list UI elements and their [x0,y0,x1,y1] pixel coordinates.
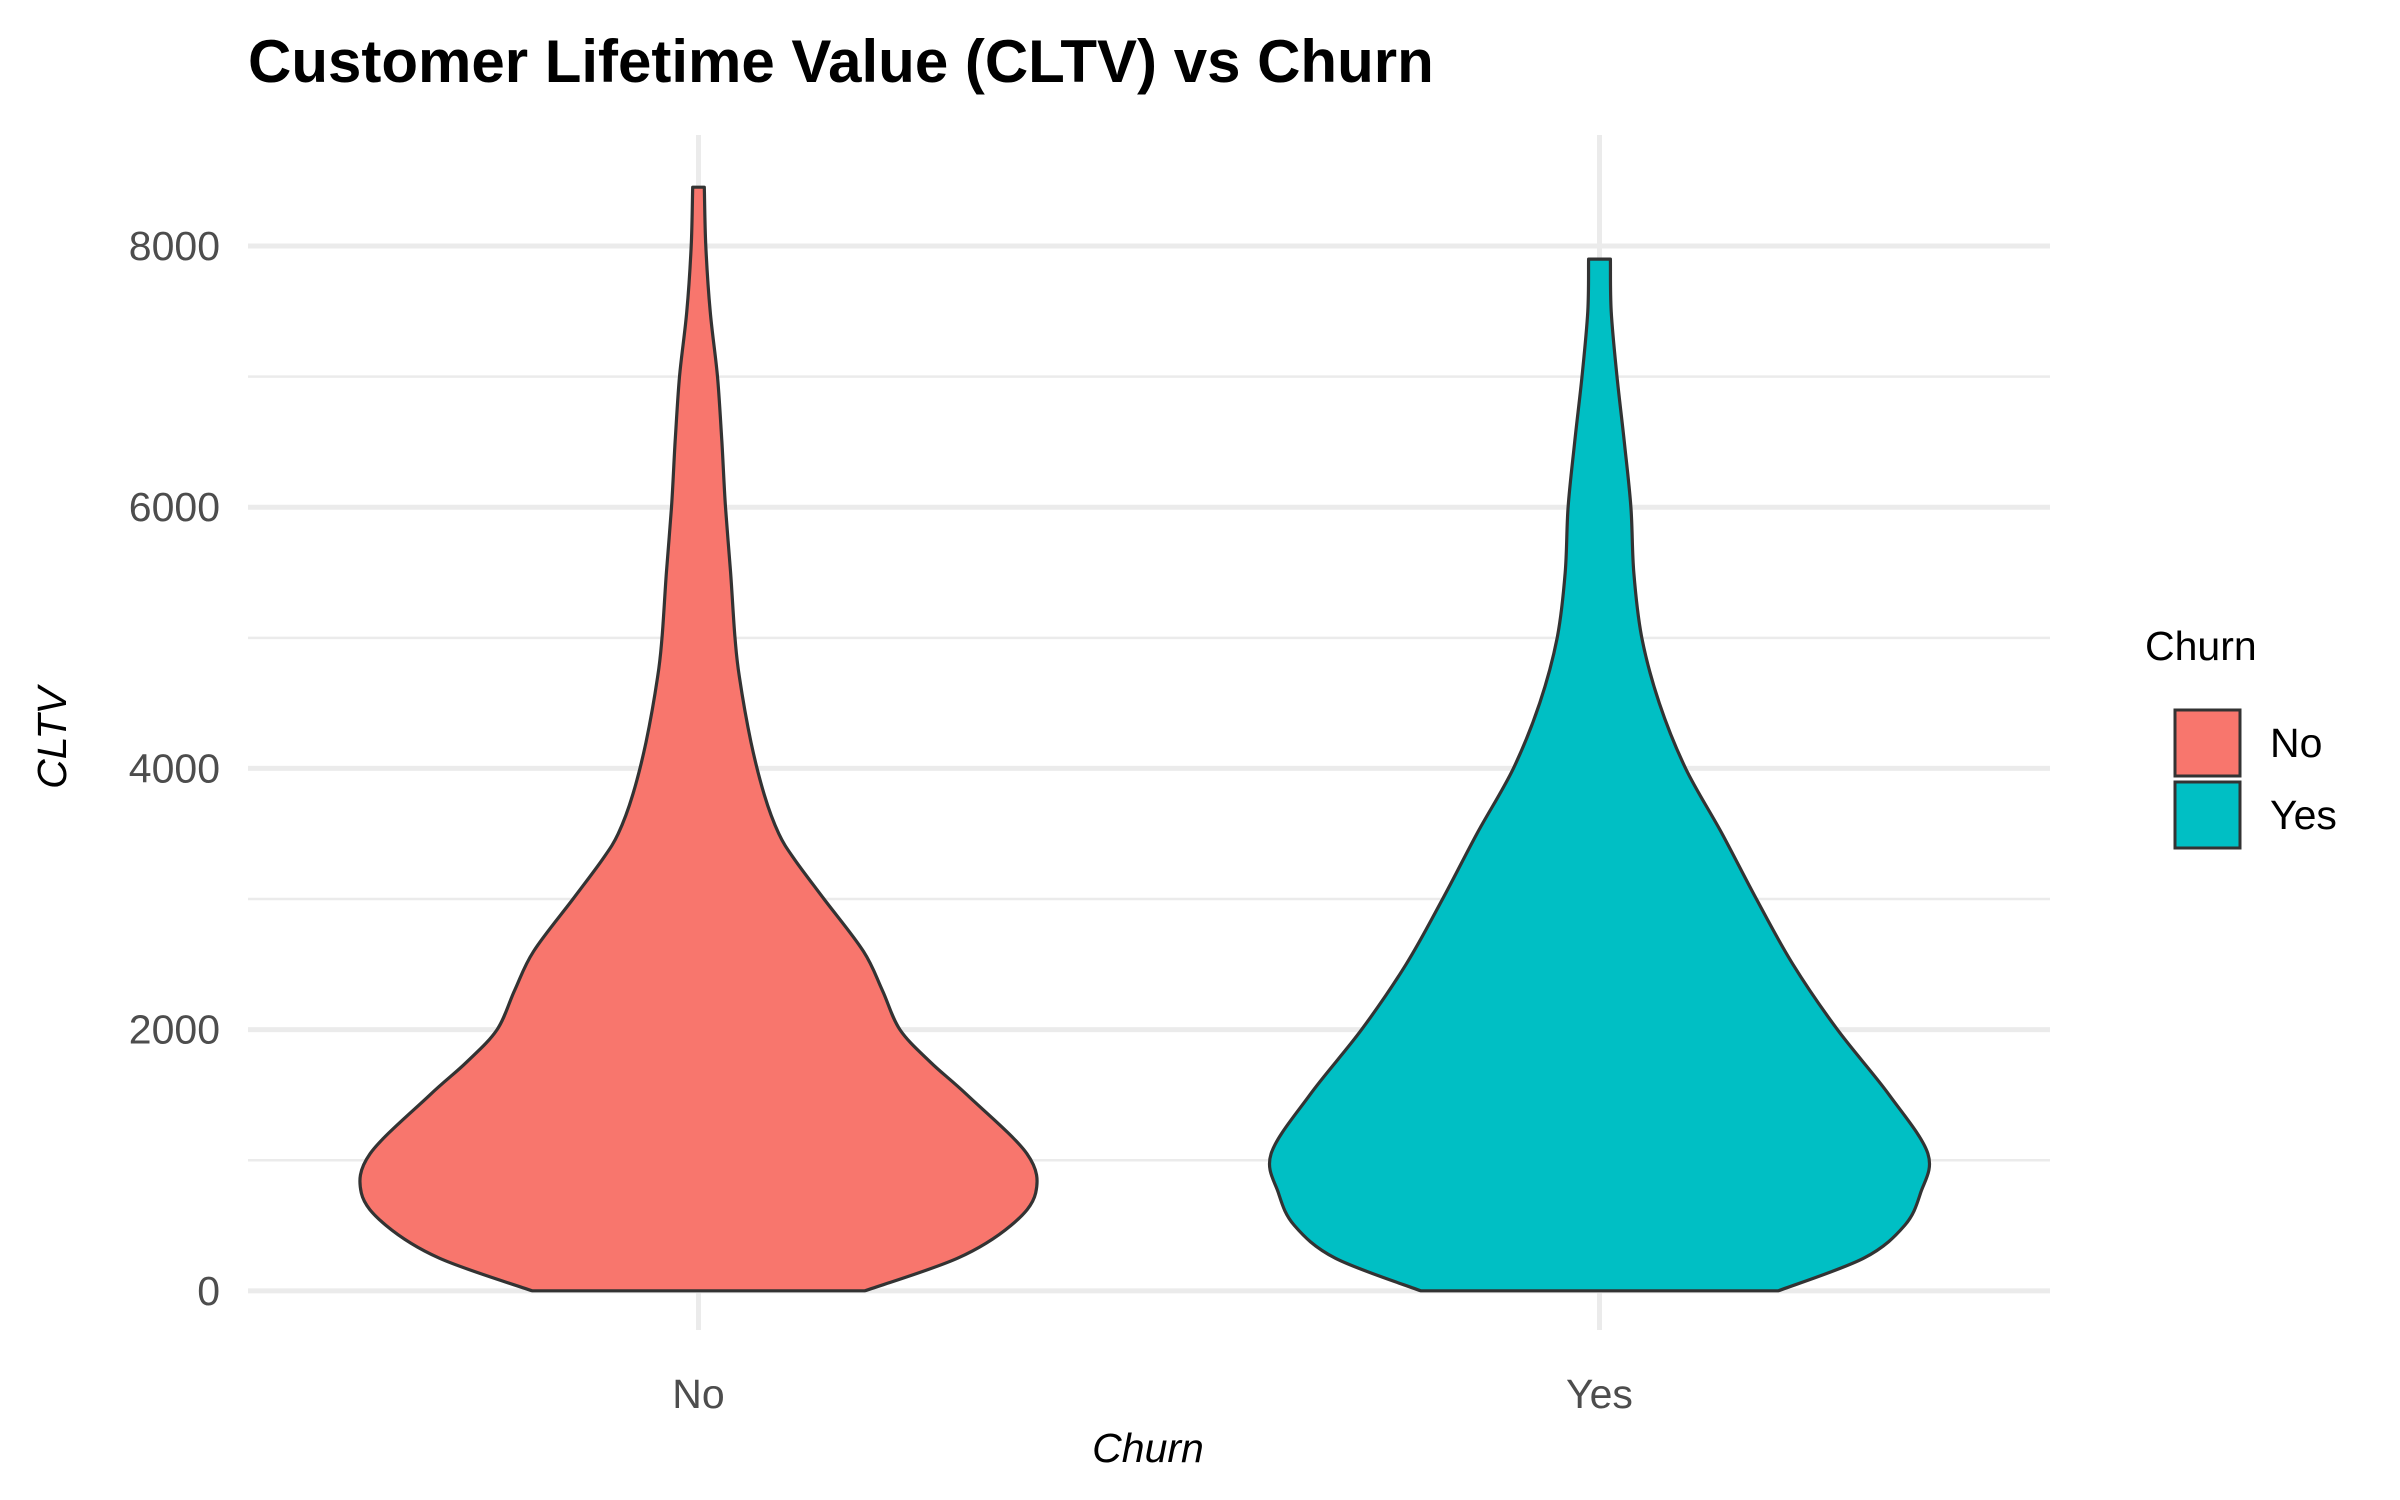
legend-items: No Yes [2173,708,2337,850]
x-tick-label: No [672,1371,724,1417]
legend-key-yes [2173,780,2242,850]
y-tick-label: 8000 [129,223,220,269]
legend: Churn No Yes [2145,623,2337,850]
chart-title: Customer Lifetime Value (CLTV) vs Churn [248,28,1434,95]
legend-key-no [2173,708,2242,778]
violin-yes [1267,257,1932,1293]
y-tick-label: 2000 [129,1007,220,1053]
y-axis-title: CLTV [29,683,75,788]
y-tick-label: 4000 [129,745,220,791]
legend-title: Churn [2145,623,2257,669]
x-tick-labels: No Yes [672,1371,1633,1417]
x-tick-label: Yes [1566,1371,1633,1417]
y-tick-labels: 0 2000 4000 6000 8000 [129,223,220,1314]
y-tick-label: 0 [197,1268,220,1314]
violin-no [358,185,1039,1293]
y-tick-label: 6000 [129,484,220,530]
legend-label: No [2270,720,2322,766]
violin-layer [358,185,1932,1293]
legend-label: Yes [2270,792,2337,838]
x-axis-title: Churn [1092,1425,1204,1471]
